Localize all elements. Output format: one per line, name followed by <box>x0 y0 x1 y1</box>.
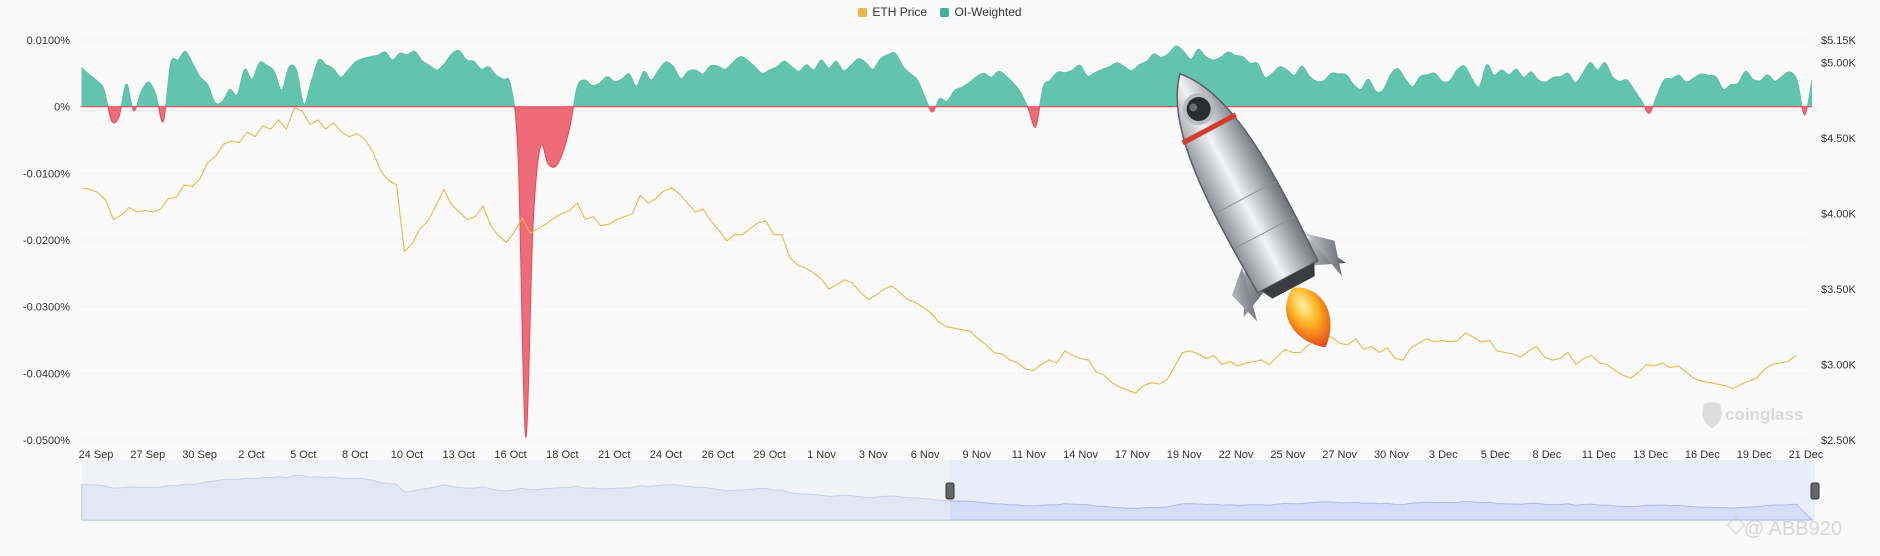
legend-item-oi-weighted[interactable]: OI-Weighted <box>940 5 1022 19</box>
y-right-tick-label: $3.50K <box>1821 284 1857 296</box>
x-tick-label: 2 Oct <box>238 449 264 461</box>
range-navigator[interactable] <box>81 460 1820 521</box>
x-tick-label: 24 Oct <box>650 449 682 461</box>
y-left-tick-label: -0.0100% <box>23 168 70 180</box>
x-tick-label: 1 Nov <box>807 449 836 461</box>
x-tick-label: 3 Nov <box>859 449 888 461</box>
legend-swatch-oi-weighted <box>940 7 950 17</box>
x-tick-label: 8 Oct <box>342 449 368 461</box>
legend-item-eth-price[interactable]: ETH Price <box>858 5 927 19</box>
y-left-tick-label: -0.0300% <box>23 302 70 314</box>
x-tick-label: 30 Nov <box>1374 449 1409 461</box>
navigator-handle-right[interactable] <box>1810 482 1820 500</box>
y-right-tick-label: $2.50K <box>1821 435 1857 447</box>
x-tick-label: 8 Dec <box>1533 449 1562 461</box>
x-tick-label: 5 Dec <box>1481 449 1510 461</box>
x-tick-label: 24 Sep <box>79 449 114 461</box>
x-tick-label: 19 Nov <box>1167 449 1202 461</box>
y-right-tick-label: $5.15K <box>1821 35 1857 47</box>
axes: 0.0100% 0% -0.0100% -0.0200% -0.0300% -0.0400… <box>23 35 1857 461</box>
chart-legend: ETH Price OI-Weighted <box>0 5 1880 20</box>
x-tick-label: 9 Nov <box>963 449 992 461</box>
x-tick-label: 16 Oct <box>494 449 526 461</box>
x-tick-label: 6 Nov <box>911 449 940 461</box>
legend-label-oi-weighted: OI-Weighted <box>954 5 1022 19</box>
x-tick-label: 21 Dec <box>1789 449 1824 461</box>
x-tick-label: 21 Oct <box>598 449 630 461</box>
y-left-tick-label: -0.0400% <box>23 368 70 380</box>
x-tick-label: 25 Nov <box>1270 449 1305 461</box>
x-tick-label: 29 Oct <box>753 449 785 461</box>
x-tick-label: 16 Dec <box>1685 449 1720 461</box>
x-tick-label: 11 Dec <box>1582 449 1617 461</box>
eth-price-line <box>81 107 1797 394</box>
x-tick-label: 19 Dec <box>1737 449 1772 461</box>
y-left-tick-label: -0.0200% <box>23 235 70 247</box>
oi-positive-area <box>81 45 1812 106</box>
x-tick-label: 22 Nov <box>1219 449 1254 461</box>
coinglass-logo-text: coinglass <box>1725 405 1803 424</box>
y-left-tick-label: 0.0100% <box>27 35 71 47</box>
x-tick-label: 26 Oct <box>702 449 734 461</box>
credit-watermark: @ ABB920 <box>1744 518 1842 540</box>
coinglass-logo-icon <box>1702 402 1722 428</box>
x-tick-label: 11 Nov <box>1012 449 1047 461</box>
legend-label-eth-price: ETH Price <box>872 5 928 19</box>
y-left-tick-label: -0.0500% <box>23 435 70 447</box>
y-right-tick-label: $4.50K <box>1821 133 1857 145</box>
navigator-handle-left[interactable] <box>945 482 955 500</box>
x-tick-label: 18 Oct <box>546 449 578 461</box>
legend-swatch-eth-price <box>858 7 868 17</box>
x-tick-label: 5 Oct <box>290 449 316 461</box>
binance-square-icon <box>1726 515 1746 535</box>
y-right-tick-label: $4.00K <box>1821 209 1857 221</box>
x-tick-label: 17 Nov <box>1115 449 1150 461</box>
oi-weighted-area <box>81 45 1812 438</box>
x-tick-label: 30 Sep <box>182 449 217 461</box>
navigator-selection <box>950 460 1815 520</box>
y-right-tick-label: $3.00K <box>1821 360 1857 372</box>
rocket-icon <box>1176 72 1347 348</box>
y-left-tick-label: 0% <box>54 102 70 114</box>
navigator-unselected-mask <box>82 460 950 520</box>
eth-price-series-line <box>81 107 1797 394</box>
x-tick-label: 14 Nov <box>1063 449 1098 461</box>
coinglass-watermark: coinglass <box>1702 402 1803 428</box>
y-right-tick-label: $5.00K <box>1821 58 1857 70</box>
x-tick-label: 27 Sep <box>130 449 165 461</box>
x-tick-label: 13 Dec <box>1633 449 1668 461</box>
x-tick-label: 10 Oct <box>391 449 423 461</box>
x-tick-label: 27 Nov <box>1322 449 1357 461</box>
x-tick-label: 3 Dec <box>1429 449 1458 461</box>
x-tick-label: 13 Oct <box>443 449 475 461</box>
